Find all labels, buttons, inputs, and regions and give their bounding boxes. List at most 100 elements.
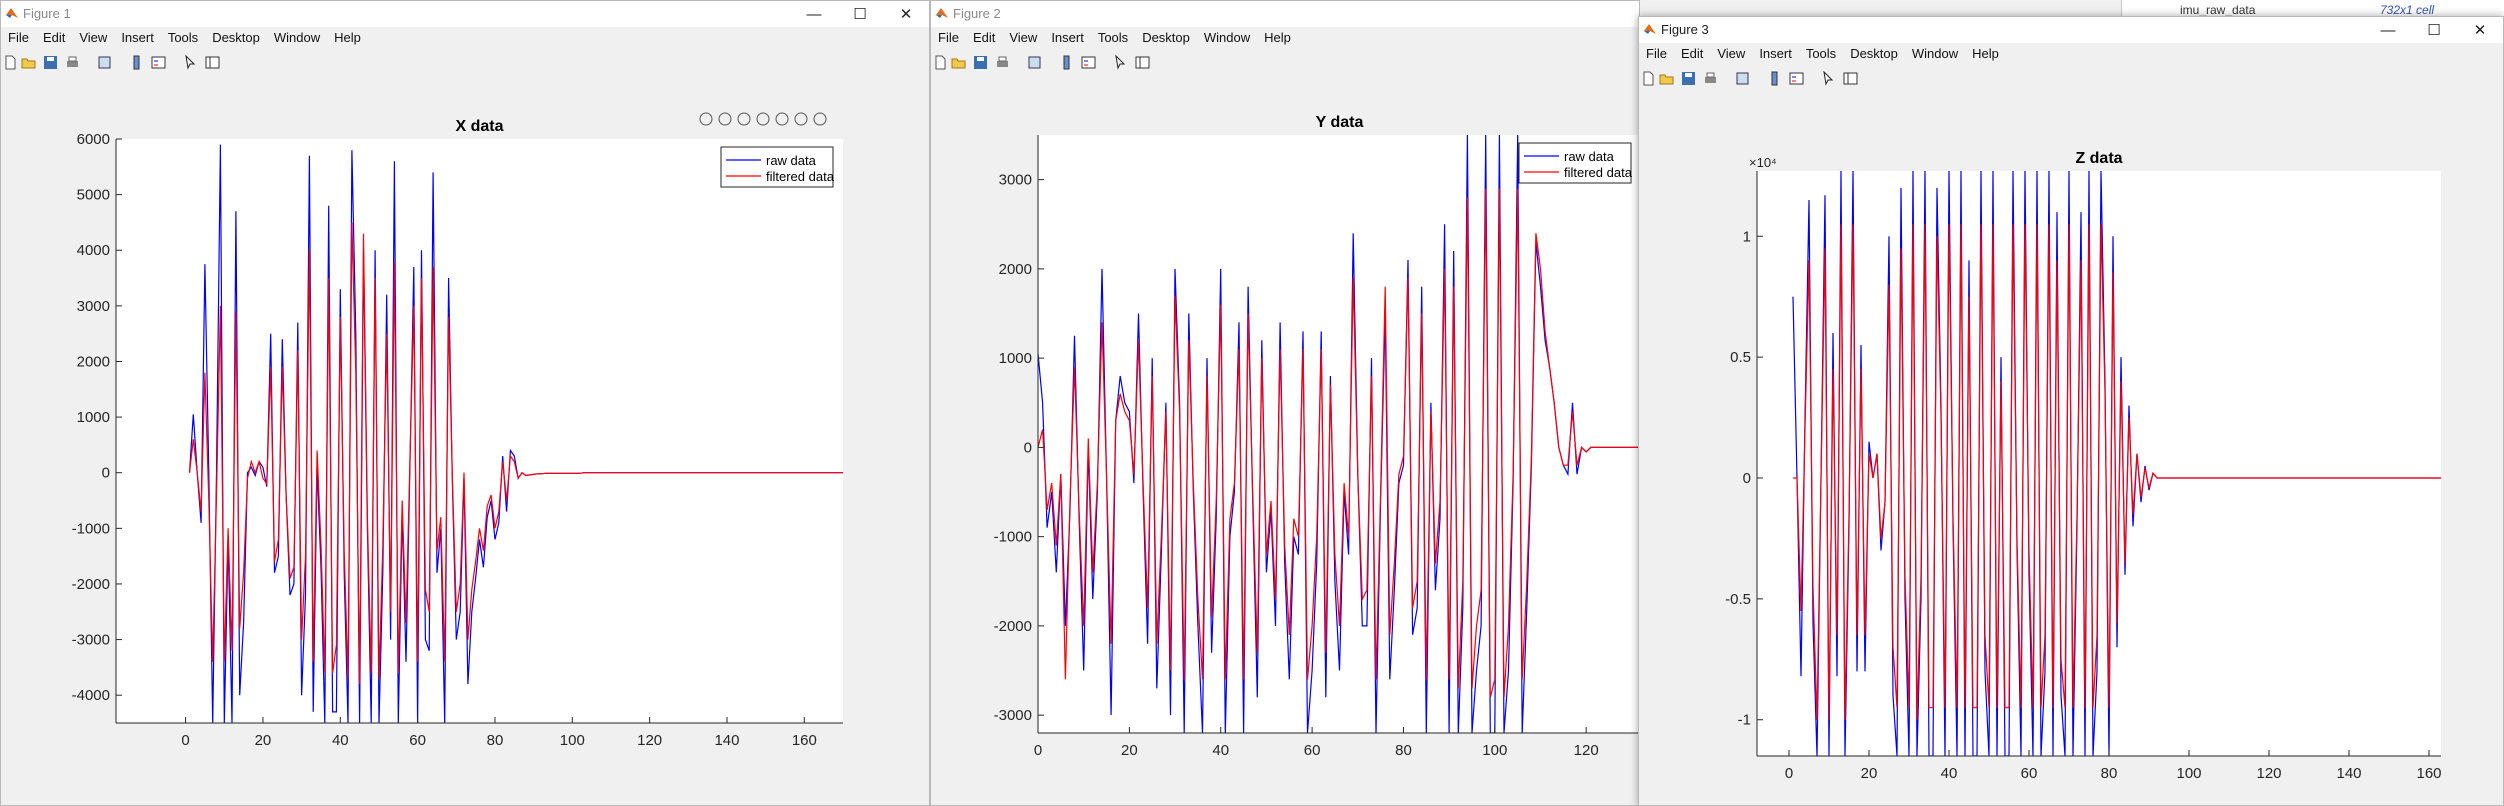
- menu-help[interactable]: Help: [334, 30, 361, 45]
- menu-view[interactable]: View: [1009, 30, 1038, 45]
- pointer-icon[interactable]: [1821, 71, 1836, 86]
- menu-tools[interactable]: Tools: [1805, 46, 1837, 61]
- rotate-icon[interactable]: [737, 112, 751, 126]
- toolbar: [1, 51, 929, 75]
- x-tick-label: 60: [409, 732, 426, 749]
- menu-file[interactable]: File: [938, 30, 959, 45]
- menu-insert[interactable]: Insert: [1051, 30, 1084, 45]
- close-icon[interactable]: ✕: [899, 6, 913, 23]
- y-tick-label: 0: [102, 465, 110, 482]
- menu-desktop[interactable]: Desktop: [1142, 30, 1190, 45]
- link-plot-icon[interactable]: [1027, 55, 1042, 70]
- menu-file[interactable]: File: [1646, 46, 1667, 61]
- maximize-icon[interactable]: ☐: [853, 6, 867, 23]
- menu-edit[interactable]: Edit: [42, 30, 66, 45]
- menu-desktop[interactable]: Desktop: [212, 30, 260, 45]
- chart-title: X data: [455, 118, 503, 135]
- open-folder-icon[interactable]: [21, 55, 36, 70]
- y-tick-label: 2000: [999, 261, 1032, 278]
- menu-window[interactable]: Window: [273, 30, 321, 45]
- new-file-icon[interactable]: [3, 55, 18, 70]
- series-line-filtered-data: [188, 222, 843, 685]
- new-file-icon[interactable]: [933, 55, 948, 70]
- x-tick-label: 120: [2256, 765, 2281, 782]
- x-tick-label: 0: [181, 732, 189, 749]
- zoom-out-icon[interactable]: [794, 112, 808, 126]
- title-bar[interactable]: Figure 1 — ☐ ✕: [1, 1, 929, 27]
- link-plot-icon[interactable]: [1735, 71, 1750, 86]
- menu-view[interactable]: View: [1717, 46, 1746, 61]
- colorbar-icon[interactable]: [1059, 55, 1074, 70]
- home-icon[interactable]: [813, 112, 827, 126]
- print-icon[interactable]: [65, 55, 80, 70]
- y-tick-label: -1000: [994, 529, 1032, 546]
- matlab-icon: [936, 8, 948, 18]
- brush-icon[interactable]: [699, 112, 713, 126]
- menu-window[interactable]: Window: [1911, 46, 1959, 61]
- print-icon[interactable]: [1703, 71, 1718, 86]
- series-line-raw-data: [1038, 135, 1639, 733]
- window-title: Figure 2: [953, 6, 1001, 21]
- x-tick-label: 100: [560, 732, 585, 749]
- z-data-chart[interactable]: 0 20 40 60 80 100 120 140 160 -1 -0.5 0 0.5 1 Z data ×1…: [1639, 93, 2504, 806]
- workspace-item-name[interactable]: imu_raw_data: [2180, 3, 2256, 17]
- menu-insert[interactable]: Insert: [121, 30, 154, 45]
- menu-view[interactable]: View: [79, 30, 108, 45]
- open-folder-icon[interactable]: [1659, 71, 1674, 86]
- save-icon[interactable]: [43, 55, 58, 70]
- y-tick-label: -3000: [72, 632, 110, 649]
- data-tips-icon[interactable]: [718, 112, 732, 126]
- x-tick-label: 80: [487, 732, 504, 749]
- pan-icon[interactable]: [756, 112, 770, 126]
- title-bar[interactable]: Figure 3 — ☐ ✕: [1639, 17, 2503, 43]
- menu-bar: File Edit View Insert Tools Desktop Window Help: [931, 27, 1639, 49]
- maximize-icon[interactable]: ☐: [2427, 22, 2441, 39]
- menu-window[interactable]: Window: [1203, 30, 1251, 45]
- x-tick-label: 20: [255, 732, 272, 749]
- legend-icon[interactable]: [1789, 71, 1804, 86]
- x-tick-label: 140: [2336, 765, 2361, 782]
- legend-icon[interactable]: [151, 55, 166, 70]
- zoom-in-icon[interactable]: [775, 112, 789, 126]
- menu-edit[interactable]: Edit: [972, 30, 996, 45]
- colorbar-icon[interactable]: [1767, 71, 1782, 86]
- y-tick-label: -0.5: [1725, 591, 1751, 608]
- plot-area: 0 20 40 60 80 100 120 140 160 -1 -0.5 0 0.5 1 Z data ×1…: [1639, 93, 2503, 805]
- x-tick-label: 160: [792, 732, 817, 749]
- close-icon[interactable]: ✕: [2473, 22, 2487, 39]
- matlab-icon: [1644, 24, 1656, 34]
- save-icon[interactable]: [973, 55, 988, 70]
- toolbar: [931, 51, 1639, 75]
- x-tick-label: 20: [1121, 742, 1138, 759]
- toolbar: [1639, 67, 2503, 91]
- property-inspector-icon[interactable]: [205, 55, 220, 70]
- print-icon[interactable]: [995, 55, 1010, 70]
- property-inspector-icon[interactable]: [1135, 55, 1150, 70]
- link-plot-icon[interactable]: [97, 55, 112, 70]
- y-tick-label: 3000: [77, 298, 110, 315]
- menu-help[interactable]: Help: [1972, 46, 1999, 61]
- pointer-icon[interactable]: [183, 55, 198, 70]
- colorbar-icon[interactable]: [129, 55, 144, 70]
- minimize-icon[interactable]: —: [2380, 21, 2396, 39]
- new-file-icon[interactable]: [1641, 71, 1656, 86]
- menu-help[interactable]: Help: [1264, 30, 1291, 45]
- x-tick-label: 20: [1861, 765, 1878, 782]
- pointer-icon[interactable]: [1113, 55, 1128, 70]
- y-data-chart[interactable]: 0 20 40 60 80 100 120 -3000 -2000 -1000 0 1000 2000 3…: [931, 77, 1640, 806]
- menu-edit[interactable]: Edit: [1680, 46, 1704, 61]
- menu-tools[interactable]: Tools: [1097, 30, 1129, 45]
- legend-icon[interactable]: [1081, 55, 1096, 70]
- y-tick-label: 1000: [77, 409, 110, 426]
- property-inspector-icon[interactable]: [1843, 71, 1858, 86]
- menu-desktop[interactable]: Desktop: [1850, 46, 1898, 61]
- menu-tools[interactable]: Tools: [167, 30, 199, 45]
- x-tick-label: 40: [332, 732, 349, 749]
- x-data-chart[interactable]: 0 20 40 60 80 100 120 140 160 -4000 -3000 -2000 -100…: [1, 77, 930, 806]
- menu-file[interactable]: File: [8, 30, 29, 45]
- open-folder-icon[interactable]: [951, 55, 966, 70]
- minimize-icon[interactable]: —: [806, 5, 822, 23]
- save-icon[interactable]: [1681, 71, 1696, 86]
- title-bar[interactable]: Figure 2: [931, 1, 1639, 27]
- menu-insert[interactable]: Insert: [1759, 46, 1792, 61]
